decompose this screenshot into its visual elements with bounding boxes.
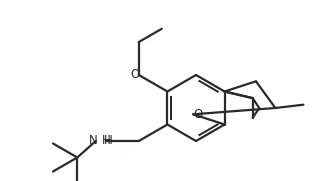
Text: H: H (104, 134, 112, 148)
Text: O: O (194, 108, 203, 121)
Text: H: H (101, 134, 110, 148)
Text: N: N (89, 134, 98, 146)
Text: O: O (130, 68, 139, 81)
